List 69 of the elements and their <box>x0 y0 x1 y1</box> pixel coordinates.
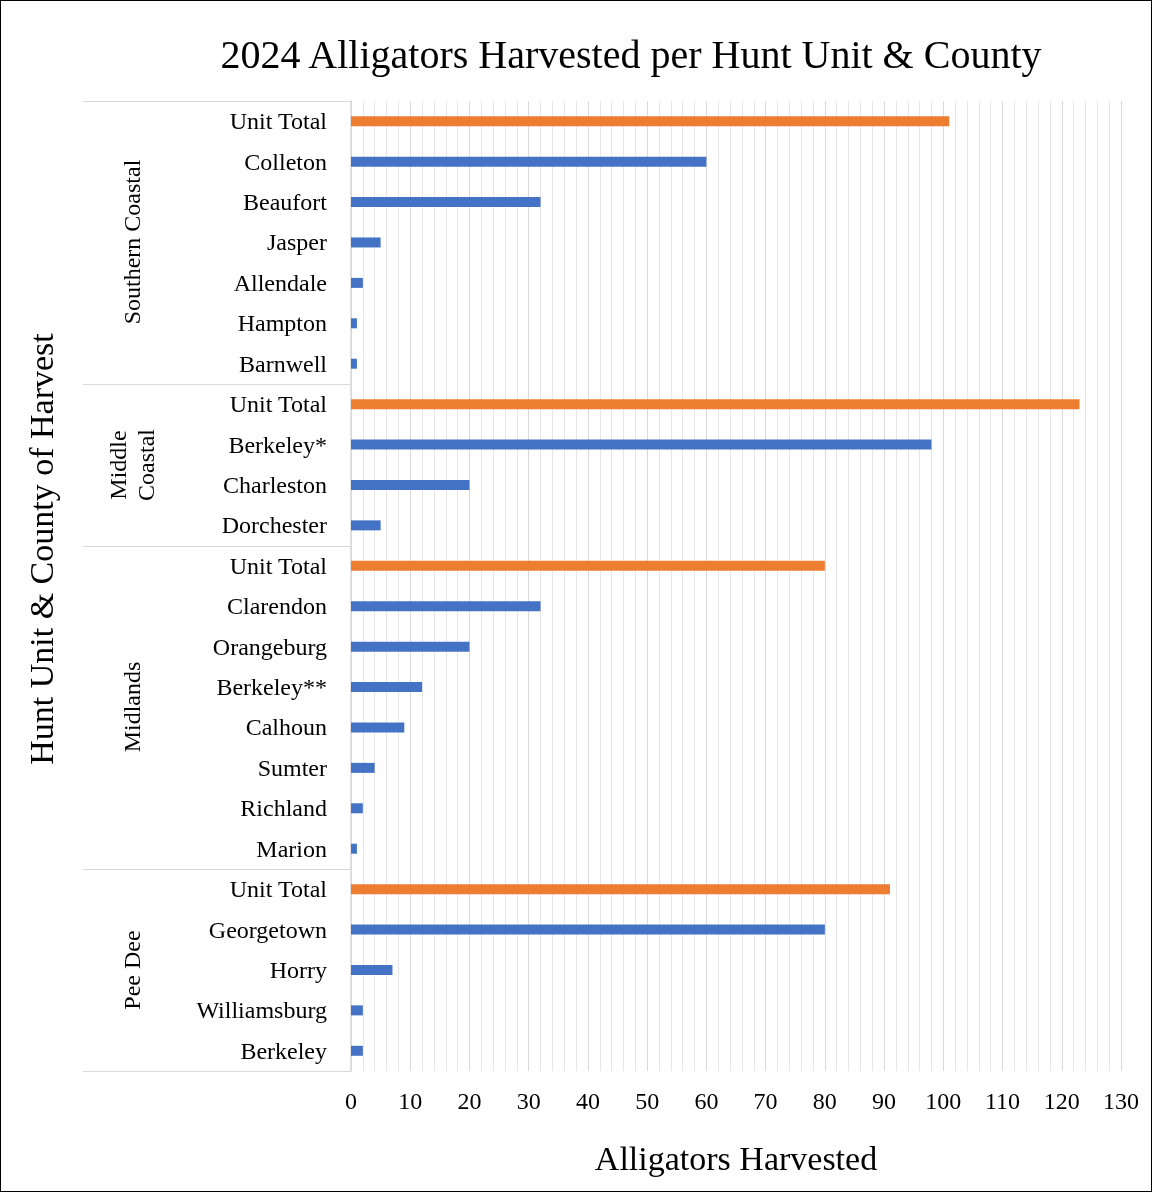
x-tick-label: 80 <box>812 1088 837 1114</box>
bar <box>351 358 357 369</box>
x-tick-label: 130 <box>1103 1088 1139 1114</box>
y-tick-label: Berkeley** <box>216 674 327 701</box>
bar <box>351 722 405 733</box>
y-tick-label: Barnwell <box>239 350 328 377</box>
x-tick-label: 20 <box>457 1088 482 1114</box>
y-tick-label: Richland <box>240 795 327 822</box>
bar <box>351 237 381 248</box>
y-tick-label: Unit Total <box>229 876 328 903</box>
bar <box>351 197 541 208</box>
x-tick-label: 40 <box>575 1088 600 1114</box>
x-tick-label: 60 <box>694 1088 719 1114</box>
y-tick-label: Sumter <box>257 754 328 781</box>
x-tick-label: 30 <box>516 1088 541 1114</box>
bar <box>351 156 707 167</box>
x-tick-label: 50 <box>635 1088 660 1114</box>
y-tick-label: Allendale <box>233 269 327 296</box>
bar <box>351 318 357 329</box>
bar <box>351 924 825 935</box>
bar <box>351 803 363 814</box>
x-tick-label: 120 <box>1043 1088 1080 1114</box>
bar <box>351 843 357 854</box>
y-tick-label: Williamsburg <box>196 997 327 1024</box>
bar <box>351 884 890 895</box>
y-tick-label: Horry <box>269 956 327 983</box>
bar <box>351 479 470 490</box>
x-tick-label: 0 <box>345 1088 357 1114</box>
y-tick-label: Georgetown <box>208 916 327 943</box>
y-tick-label: Unit Total <box>229 552 328 579</box>
bar <box>351 964 393 975</box>
y-tick-label: Marion <box>256 835 327 862</box>
chart-title: 2024 Alligators Harvested per Hunt Unit & County <box>220 31 1042 77</box>
y-tick-label: Orangeburg <box>212 633 327 660</box>
text: Southern Coastal <box>118 159 146 327</box>
y-tick-label: Berkeley <box>240 1037 327 1064</box>
bar <box>351 1005 363 1016</box>
y-axis-title: Hunt Unit & County of Harvest <box>22 332 60 765</box>
y-tick-label: Unit Total <box>229 108 328 135</box>
x-tick-label: 110 <box>984 1088 1021 1114</box>
x-tick-label: 10 <box>398 1088 423 1114</box>
y-tick-label: Unit Total <box>229 391 328 418</box>
x-tick-label: 100 <box>925 1088 962 1114</box>
bar <box>351 682 423 693</box>
bar <box>351 277 363 288</box>
y-tick-label: Hampton <box>237 310 327 337</box>
bar <box>351 1045 363 1056</box>
x-tick-label: 70 <box>753 1088 778 1114</box>
text: Pee Dee <box>118 929 146 1012</box>
y-tick-label: Jasper <box>267 229 327 256</box>
bar <box>351 116 950 127</box>
bar <box>351 520 381 531</box>
y-tick-label: Charleston <box>223 471 327 498</box>
x-axis-title: Alligators Harvested <box>594 1139 878 1177</box>
y-tick-label: Beaufort <box>243 189 328 216</box>
y-tick-label: Colleton <box>244 148 327 175</box>
bar <box>351 601 541 612</box>
y-tick-label: Clarendon <box>227 593 327 620</box>
y-tick-label: Calhoun <box>245 714 327 741</box>
text: Middle Coastal <box>104 427 160 503</box>
x-tick-label: 90 <box>872 1088 897 1114</box>
bar <box>351 762 375 773</box>
bar <box>351 560 825 571</box>
text: Midlands <box>118 660 146 755</box>
bar <box>351 439 932 450</box>
y-tick-label: Dorchester <box>221 512 328 539</box>
bar <box>351 399 1080 410</box>
y-tick-label: Berkeley* <box>228 431 327 458</box>
bar <box>351 641 470 652</box>
